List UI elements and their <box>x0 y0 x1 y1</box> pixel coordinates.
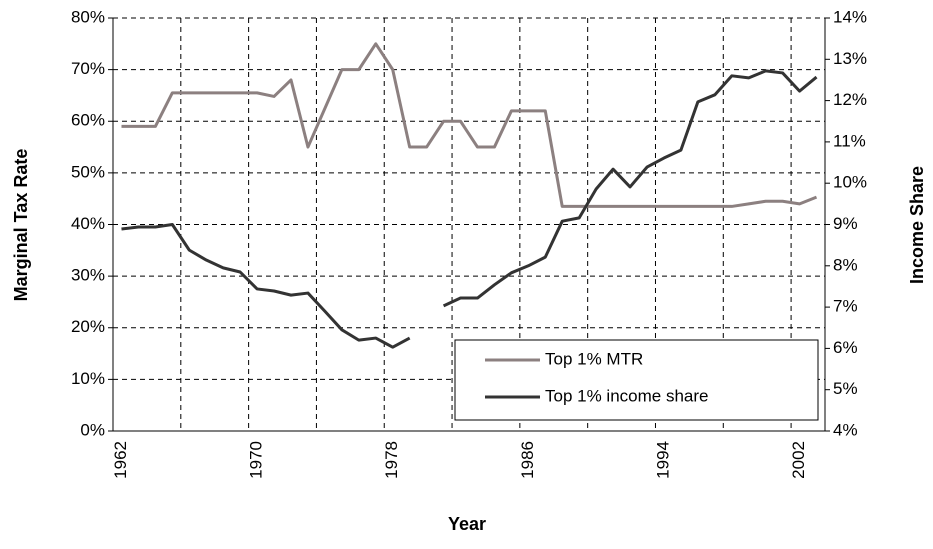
y-tick-label: 80% <box>71 7 105 26</box>
y-tick-label: 30% <box>71 266 105 285</box>
y2-tick-label: 12% <box>833 90 867 109</box>
y-tick-label: 50% <box>71 162 105 181</box>
x-axis-title: Year <box>448 514 486 534</box>
x-tick-label: 1978 <box>382 441 401 479</box>
y2-tick-label: 5% <box>833 379 858 398</box>
x-tick-label: 1994 <box>653 441 672 479</box>
y2-tick-label: 14% <box>833 7 867 26</box>
y2-tick-label: 8% <box>833 255 858 274</box>
x-tick-label: 2002 <box>789 441 808 479</box>
y-tick-label: 60% <box>71 111 105 130</box>
y-tick-label: 40% <box>71 214 105 233</box>
y2-tick-label: 6% <box>833 338 858 357</box>
legend-label: Top 1% MTR <box>545 349 643 368</box>
legend-label: Top 1% income share <box>545 386 708 405</box>
y2-tick-label: 4% <box>833 420 858 439</box>
x-tick-label: 1986 <box>518 441 537 479</box>
y2-tick-label: 11% <box>833 131 866 150</box>
y2-tick-label: 10% <box>833 173 867 192</box>
y-tick-label: 20% <box>71 317 105 336</box>
y-tick-label: 10% <box>71 369 105 388</box>
y-tick-label: 70% <box>71 59 105 78</box>
x-tick-label: 1970 <box>247 441 266 479</box>
y-tick-label: 0% <box>80 420 105 439</box>
series-line <box>121 69 818 349</box>
legend-box <box>454 339 819 421</box>
series-line <box>121 42 818 208</box>
y2-tick-label: 9% <box>833 214 858 233</box>
y2-tick-label: 7% <box>833 297 858 316</box>
x-tick-label: 1962 <box>111 441 130 479</box>
y2-axis-title: Income Share <box>907 166 927 284</box>
y-axis-title: Marginal Tax Rate <box>11 149 31 302</box>
y2-tick-label: 13% <box>833 49 867 68</box>
